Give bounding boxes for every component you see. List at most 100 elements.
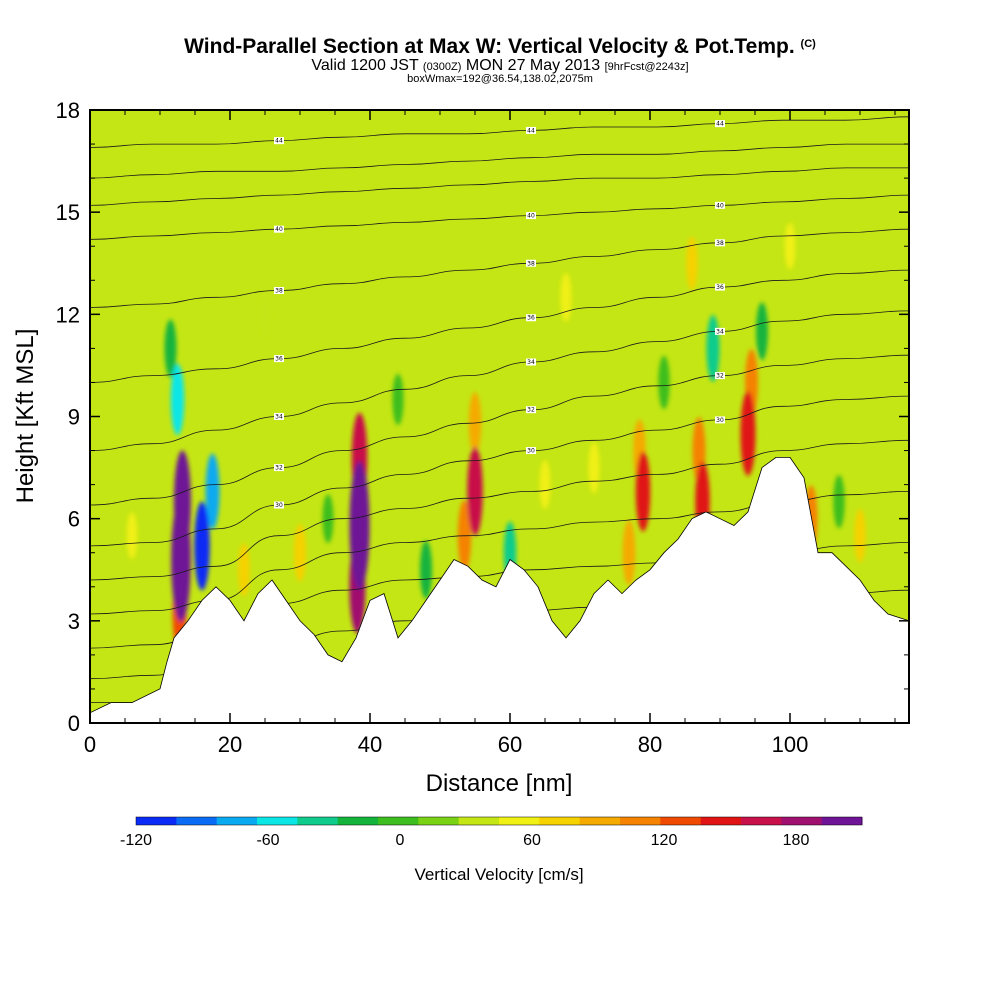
velocity-cell bbox=[588, 442, 600, 494]
velocity-cell bbox=[560, 272, 572, 322]
terrain-mask bbox=[90, 457, 909, 723]
contour-label-box bbox=[274, 501, 284, 509]
colorbar-swatch bbox=[378, 817, 419, 825]
x-tick-label: 80 bbox=[638, 732, 662, 757]
valid-time-line: Valid 1200 JST (0300Z) MON 27 May 2013 [… bbox=[0, 58, 1000, 74]
colorbar-swatch bbox=[136, 817, 177, 825]
velocity-cell bbox=[467, 446, 483, 536]
velocity-cell bbox=[170, 363, 185, 436]
velocity-cell bbox=[622, 520, 636, 585]
contour-label: 44 bbox=[275, 138, 283, 145]
velocity-cell bbox=[658, 355, 670, 410]
isentrope-line bbox=[90, 439, 909, 581]
velocity-cell bbox=[539, 460, 551, 510]
velocity-cell bbox=[784, 222, 796, 270]
valid-prefix: Valid 1200 JST bbox=[311, 57, 419, 74]
velocity-cell bbox=[205, 453, 220, 530]
velocity-cell bbox=[420, 540, 432, 599]
contour-label-box bbox=[526, 212, 536, 220]
contour-label-box bbox=[715, 416, 725, 424]
x-tick-label: 60 bbox=[498, 732, 522, 757]
velocity-cell bbox=[392, 373, 404, 426]
colorbar-tick-label: 60 bbox=[523, 832, 541, 849]
colorbar-swatch bbox=[539, 817, 581, 825]
y-tick-label: 15 bbox=[56, 200, 80, 225]
contour-label-box bbox=[274, 464, 284, 472]
y-tick-label: 6 bbox=[68, 507, 80, 532]
contour-label: 32 bbox=[527, 407, 535, 414]
chart-title: Wind-Parallel Section at Max W: Vertical… bbox=[0, 36, 1000, 57]
y-axis-title: Height [Kft MSL] bbox=[12, 329, 39, 504]
contour-label: 40 bbox=[275, 226, 283, 233]
velocity-cell bbox=[322, 494, 334, 544]
isentrope-line bbox=[90, 228, 909, 308]
contour-label: 40 bbox=[716, 202, 724, 209]
colorbar-swatch bbox=[418, 817, 460, 825]
contour-label-box bbox=[274, 286, 284, 294]
colorbar-tick-label: -60 bbox=[256, 832, 279, 849]
colorbar-swatch bbox=[620, 817, 661, 825]
x-axis-title: Distance [nm] bbox=[426, 770, 573, 797]
colorbar-swatch bbox=[741, 817, 782, 825]
y-tick-label: 18 bbox=[56, 98, 80, 123]
x-tick-label: 40 bbox=[358, 732, 382, 757]
valid-date: MON 27 May 2013 bbox=[465, 57, 601, 74]
contour-label-box bbox=[526, 447, 536, 455]
contour-label-box bbox=[715, 372, 725, 380]
contour-label-box bbox=[526, 126, 536, 134]
contour-label-box bbox=[715, 327, 725, 335]
colorbar: -120 -60 0 60 120 180 bbox=[120, 816, 863, 849]
contour-label: 38 bbox=[275, 287, 283, 294]
velocity-cell bbox=[635, 451, 651, 532]
contour-label-box bbox=[274, 225, 284, 233]
contour-label-box bbox=[715, 201, 725, 209]
velocity-cell bbox=[194, 501, 210, 591]
contour-label: 34 bbox=[275, 414, 283, 421]
colorbar-swatch bbox=[458, 817, 500, 825]
colorbar-tick-label: 180 bbox=[783, 832, 810, 849]
y-tick-label: 9 bbox=[68, 405, 80, 430]
colorbar-swatch bbox=[781, 817, 823, 825]
velocity-cell bbox=[171, 497, 191, 622]
contour-label-box bbox=[274, 355, 284, 363]
velocity-cell bbox=[756, 302, 768, 361]
contour-label-box bbox=[526, 406, 536, 414]
isentrope-line bbox=[90, 354, 909, 506]
colorbar-swatch bbox=[821, 817, 863, 825]
colorbar-tick-label: 120 bbox=[651, 832, 678, 849]
colorbar-title: Vertical Velocity [cm/s] bbox=[414, 865, 583, 884]
colorbar-swatch bbox=[297, 817, 339, 825]
colorbar-swatch bbox=[176, 817, 218, 825]
y-tick-label: 3 bbox=[68, 609, 80, 634]
title-block: Wind-Parallel Section at Max W: Vertical… bbox=[0, 36, 1000, 85]
x-tick-label: 100 bbox=[772, 732, 809, 757]
contour-label: 38 bbox=[527, 260, 535, 267]
isentrope-line bbox=[90, 395, 909, 547]
x-tick-label: 20 bbox=[218, 732, 242, 757]
contour-label: 32 bbox=[275, 465, 283, 472]
contour-label-box bbox=[526, 358, 536, 366]
contour-label: 36 bbox=[527, 315, 535, 322]
contour-label: 44 bbox=[527, 127, 535, 134]
colorbar-swatch bbox=[216, 817, 258, 825]
valid-zulu: (0300Z) bbox=[422, 61, 462, 73]
velocity-cell bbox=[126, 512, 138, 560]
contour-label-box bbox=[715, 239, 725, 247]
isentrope-line bbox=[90, 269, 909, 383]
contour-label: 40 bbox=[527, 213, 535, 220]
colorbar-swatch bbox=[257, 817, 298, 825]
y-tick-label: 12 bbox=[56, 302, 80, 327]
velocity-cell bbox=[259, 292, 271, 337]
isentrope-line bbox=[90, 167, 909, 206]
contour-label: 44 bbox=[716, 121, 724, 128]
isentrope-line bbox=[90, 310, 909, 451]
contour-label-box bbox=[526, 259, 536, 267]
colorbar-frame bbox=[135, 816, 863, 826]
isentrope-line bbox=[90, 143, 909, 179]
contour-label-box bbox=[715, 283, 725, 291]
contour-label: 36 bbox=[275, 356, 283, 363]
box-info: boxWmax=192@36.54,138.02,2075m bbox=[407, 73, 593, 85]
contour-label: 30 bbox=[716, 417, 724, 424]
contour-label-box bbox=[274, 413, 284, 420]
